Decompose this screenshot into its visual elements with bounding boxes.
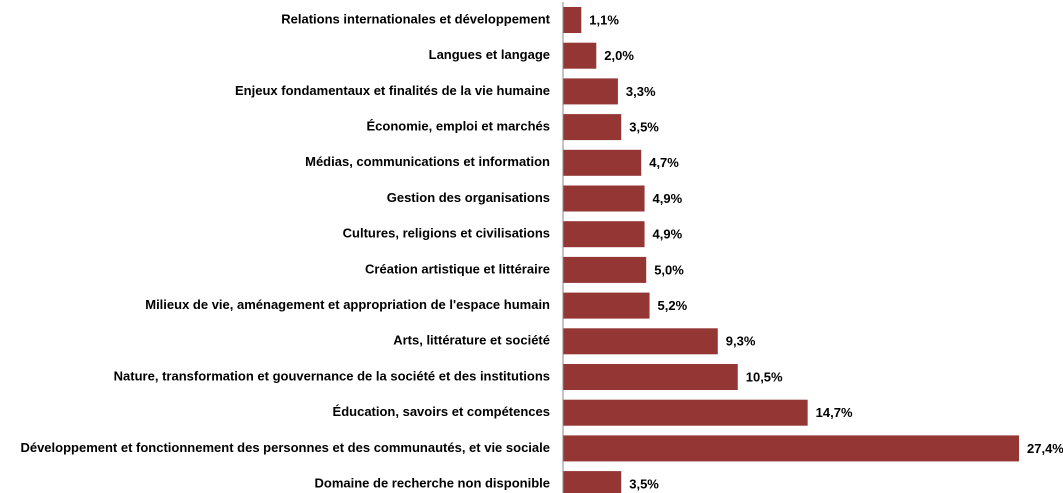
bar	[563, 185, 645, 212]
data-label: 4,7%	[649, 155, 679, 170]
category-label: Cultures, religions et civilisations	[343, 226, 550, 241]
category-label: Médias, communications et information	[305, 154, 550, 169]
data-label: 14,7%	[816, 405, 853, 420]
data-label: 3,5%	[629, 477, 659, 492]
category-label: Relations internationales et développeme…	[281, 11, 550, 26]
bar	[563, 42, 597, 69]
category-label: Arts, littérature et société	[393, 333, 550, 348]
bar	[563, 292, 650, 319]
bar	[563, 364, 738, 390]
category-label: Domaine de recherche non disponible	[315, 476, 551, 491]
data-label: 27,4%	[1027, 441, 1063, 456]
bar	[563, 7, 582, 33]
category-label: Développement et fonctionnement des pers…	[20, 440, 550, 455]
bar	[563, 435, 1019, 462]
data-label: 10,5%	[746, 369, 783, 384]
data-label: 5,2%	[658, 298, 688, 313]
data-label: 2,0%	[604, 48, 634, 63]
bar	[563, 149, 642, 176]
bar	[563, 114, 622, 141]
bar	[563, 221, 645, 248]
data-label: 9,3%	[726, 334, 756, 349]
bar	[563, 328, 718, 355]
category-label: Enjeux fondamentaux et finalités de la v…	[235, 83, 550, 98]
bar	[563, 471, 622, 493]
bar	[563, 399, 808, 426]
category-label: Gestion des organisations	[387, 190, 550, 205]
category-label: Éducation, savoirs et compétences	[333, 404, 550, 419]
data-label: 3,5%	[629, 120, 659, 135]
data-label: 4,9%	[653, 191, 683, 206]
bar	[563, 78, 618, 105]
data-label: 1,1%	[589, 12, 619, 27]
data-label: 3,3%	[626, 84, 656, 99]
category-label: Économie, emploi et marchés	[366, 119, 550, 134]
category-label: Nature, transformation et gouvernance de…	[114, 368, 550, 383]
category-label: Langues et langage	[429, 47, 550, 62]
bar	[563, 256, 647, 283]
data-label: 4,9%	[653, 227, 683, 242]
category-label: Milieux de vie, aménagement et appropria…	[145, 297, 550, 312]
category-label: Création artistique et littéraire	[365, 261, 550, 276]
data-label: 5,0%	[654, 262, 684, 277]
